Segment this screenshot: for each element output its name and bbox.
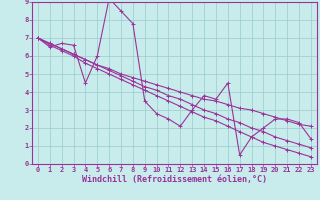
X-axis label: Windchill (Refroidissement éolien,°C): Windchill (Refroidissement éolien,°C) — [82, 175, 267, 184]
